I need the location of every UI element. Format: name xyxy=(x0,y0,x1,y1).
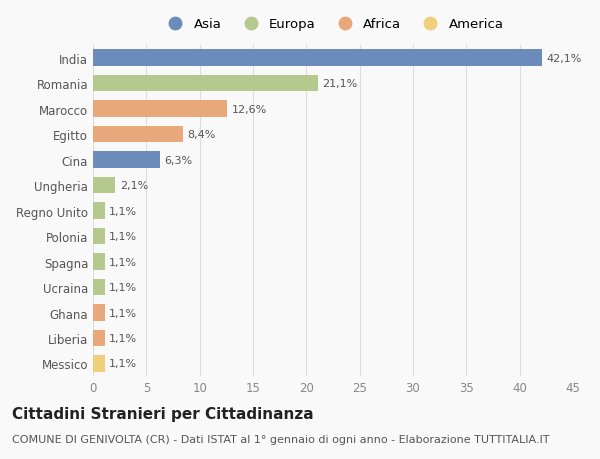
Bar xyxy=(93,330,105,347)
Bar xyxy=(93,152,160,168)
Bar xyxy=(93,178,115,194)
Bar xyxy=(93,50,542,67)
Legend: Asia, Europa, Africa, America: Asia, Europa, Africa, America xyxy=(157,13,509,36)
Bar xyxy=(93,101,227,118)
Text: 1,1%: 1,1% xyxy=(109,282,137,292)
Text: 1,1%: 1,1% xyxy=(109,206,137,216)
Bar xyxy=(93,127,182,143)
Bar xyxy=(93,203,105,219)
Bar xyxy=(93,355,105,372)
Text: 12,6%: 12,6% xyxy=(232,105,267,114)
Text: 2,1%: 2,1% xyxy=(119,181,148,190)
Text: 1,1%: 1,1% xyxy=(109,358,137,369)
Text: 1,1%: 1,1% xyxy=(109,232,137,241)
Text: 6,3%: 6,3% xyxy=(164,155,193,165)
Text: 1,1%: 1,1% xyxy=(109,308,137,318)
Bar xyxy=(93,228,105,245)
Text: Cittadini Stranieri per Cittadinanza: Cittadini Stranieri per Cittadinanza xyxy=(12,406,314,421)
Bar xyxy=(93,305,105,321)
Text: 42,1%: 42,1% xyxy=(547,54,582,64)
Text: 1,1%: 1,1% xyxy=(109,257,137,267)
Text: 1,1%: 1,1% xyxy=(109,333,137,343)
Bar xyxy=(93,279,105,296)
Text: 21,1%: 21,1% xyxy=(322,79,358,89)
Text: 8,4%: 8,4% xyxy=(187,130,215,140)
Bar xyxy=(93,76,318,92)
Bar xyxy=(93,254,105,270)
Text: COMUNE DI GENIVOLTA (CR) - Dati ISTAT al 1° gennaio di ogni anno - Elaborazione : COMUNE DI GENIVOLTA (CR) - Dati ISTAT al… xyxy=(12,434,550,444)
